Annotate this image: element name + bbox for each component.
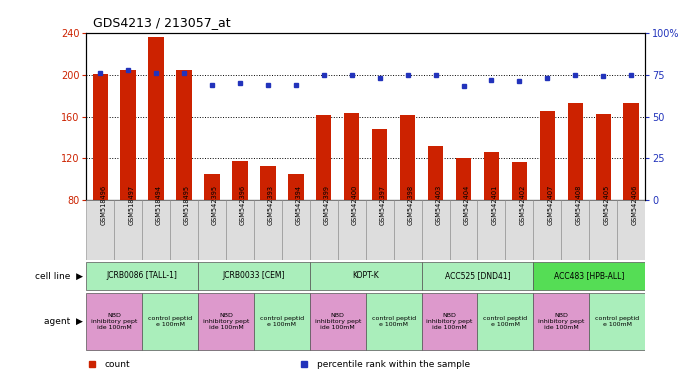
Bar — [198, 262, 310, 290]
Text: GSM542404: GSM542404 — [464, 185, 469, 225]
Text: control peptid
e 100mM: control peptid e 100mM — [595, 316, 639, 327]
Text: GSM542400: GSM542400 — [352, 185, 357, 225]
Bar — [288, 174, 304, 200]
Text: percentile rank within the sample: percentile rank within the sample — [317, 360, 470, 369]
Text: control peptid
e 100mM: control peptid e 100mM — [148, 316, 192, 327]
Text: GSM518494: GSM518494 — [156, 185, 162, 225]
Bar — [310, 262, 422, 290]
Bar — [450, 200, 477, 260]
Bar — [422, 200, 450, 260]
Bar — [254, 293, 310, 350]
Bar — [484, 152, 499, 200]
Bar — [86, 293, 142, 350]
Bar — [562, 200, 589, 260]
Bar — [86, 262, 198, 290]
Bar — [477, 200, 506, 260]
Text: KOPT-K: KOPT-K — [353, 271, 379, 280]
Text: GSM542399: GSM542399 — [324, 185, 330, 225]
Bar — [394, 200, 422, 260]
Text: control peptid
e 100mM: control peptid e 100mM — [484, 316, 527, 327]
Text: GSM518496: GSM518496 — [100, 185, 106, 225]
Bar — [177, 70, 192, 200]
Text: GDS4213 / 213057_at: GDS4213 / 213057_at — [93, 16, 230, 29]
Bar — [422, 293, 477, 350]
Bar — [589, 293, 645, 350]
Bar — [428, 146, 443, 200]
Bar — [92, 74, 108, 200]
Bar — [310, 200, 338, 260]
Text: GSM542407: GSM542407 — [547, 185, 553, 225]
Bar — [595, 114, 611, 200]
Bar — [282, 200, 310, 260]
Text: ACC525 [DND41]: ACC525 [DND41] — [444, 271, 511, 280]
Text: GSM518495: GSM518495 — [184, 185, 190, 225]
Text: GSM542401: GSM542401 — [491, 185, 497, 225]
Bar — [533, 293, 589, 350]
Bar — [624, 103, 639, 200]
Text: control peptid
e 100mM: control peptid e 100mM — [260, 316, 304, 327]
Text: GSM542393: GSM542393 — [268, 185, 274, 225]
Bar — [422, 262, 533, 290]
Bar — [170, 200, 198, 260]
Bar — [568, 103, 583, 200]
Text: NBD
inhibitory pept
ide 100mM: NBD inhibitory pept ide 100mM — [203, 313, 249, 330]
Text: GSM542405: GSM542405 — [603, 185, 609, 225]
Bar — [204, 174, 219, 200]
Bar — [310, 293, 366, 350]
Bar — [114, 200, 142, 260]
Text: GSM542403: GSM542403 — [435, 185, 442, 225]
Text: count: count — [104, 360, 130, 369]
Bar — [618, 200, 645, 260]
Text: GSM542397: GSM542397 — [380, 185, 386, 225]
Bar — [533, 200, 562, 260]
Bar — [142, 200, 170, 260]
Bar — [506, 200, 533, 260]
Bar — [338, 200, 366, 260]
Text: GSM542402: GSM542402 — [520, 185, 525, 225]
Text: ACC483 [HPB-ALL]: ACC483 [HPB-ALL] — [554, 271, 624, 280]
Bar — [86, 200, 115, 260]
Text: GSM542395: GSM542395 — [212, 185, 218, 225]
Text: NBD
inhibitory pept
ide 100mM: NBD inhibitory pept ide 100mM — [538, 313, 584, 330]
Text: cell line  ▶: cell line ▶ — [34, 271, 83, 280]
Bar — [366, 293, 422, 350]
Text: GSM542408: GSM542408 — [575, 185, 581, 225]
Bar — [540, 111, 555, 200]
Bar — [512, 162, 527, 200]
Text: GSM542394: GSM542394 — [296, 185, 302, 225]
Text: GSM518497: GSM518497 — [128, 185, 134, 225]
Bar — [198, 293, 254, 350]
Bar — [226, 200, 254, 260]
Text: GSM542406: GSM542406 — [631, 185, 637, 225]
Bar — [366, 200, 394, 260]
Text: NBD
inhibitory pept
ide 100mM: NBD inhibitory pept ide 100mM — [91, 313, 137, 330]
Bar — [233, 161, 248, 200]
Text: NBD
inhibitory pept
ide 100mM: NBD inhibitory pept ide 100mM — [426, 313, 473, 330]
Bar — [477, 293, 533, 350]
Text: GSM542398: GSM542398 — [408, 185, 413, 225]
Bar — [400, 116, 415, 200]
Bar — [142, 293, 198, 350]
Text: control peptid
e 100mM: control peptid e 100mM — [372, 316, 415, 327]
Text: JCRB0086 [TALL-1]: JCRB0086 [TALL-1] — [107, 271, 177, 280]
Bar — [148, 37, 164, 200]
Text: JCRB0033 [CEM]: JCRB0033 [CEM] — [223, 271, 285, 280]
Bar — [260, 166, 275, 200]
Bar — [533, 262, 645, 290]
Text: agent  ▶: agent ▶ — [44, 317, 83, 326]
Text: NBD
inhibitory pept
ide 100mM: NBD inhibitory pept ide 100mM — [315, 313, 361, 330]
Bar — [121, 70, 136, 200]
Bar — [316, 116, 331, 200]
Bar — [456, 159, 471, 200]
Text: GSM542396: GSM542396 — [240, 185, 246, 225]
Bar — [589, 200, 618, 260]
Bar — [344, 113, 359, 200]
Bar — [372, 129, 387, 200]
Bar — [254, 200, 282, 260]
Bar — [198, 200, 226, 260]
